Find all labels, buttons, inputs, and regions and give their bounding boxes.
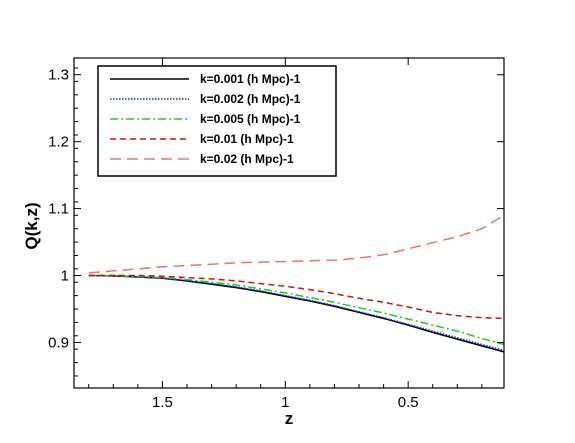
y-tick-label: 1.1 xyxy=(48,201,69,218)
x-tick-label: 0.5 xyxy=(398,394,419,411)
y-axis-title: Q(k,z) xyxy=(22,202,41,249)
legend-label-4: k=0.01 (h Mpc)-1 xyxy=(200,132,294,146)
x-tick-label: 1.5 xyxy=(152,394,173,411)
legend-box xyxy=(97,65,337,177)
y-tick-label: 1 xyxy=(61,268,69,285)
x-axis-title: z xyxy=(285,409,294,428)
x-tick-label: 1 xyxy=(281,394,289,411)
legend-label-5: k=0.02 (h Mpc)-1 xyxy=(200,152,294,166)
y-ticks: 0.9 1 1.1 1.2 1.3 xyxy=(48,67,504,377)
y-tick-label: 1.2 xyxy=(48,134,69,151)
y-tick-label: 1.3 xyxy=(48,67,69,84)
series-layer xyxy=(88,214,505,353)
y-tick-label: 0.9 xyxy=(48,334,69,351)
legend-label-1: k=0.001 (h Mpc)-1 xyxy=(200,72,301,86)
series-line-5 xyxy=(88,214,505,274)
series-line-4 xyxy=(88,274,505,320)
legend-label-2: k=0.002 (h Mpc)-1 xyxy=(200,92,301,106)
plot-frame xyxy=(73,57,505,389)
series-line-3 xyxy=(88,274,505,346)
legend: k=0.001 (h Mpc)-1 k=0.002 (h Mpc)-1 k=0.00… xyxy=(97,65,337,177)
legend-label-3: k=0.005 (h Mpc)-1 xyxy=(200,112,301,126)
x-ticks: 1.5 1 0.5 xyxy=(88,58,483,411)
